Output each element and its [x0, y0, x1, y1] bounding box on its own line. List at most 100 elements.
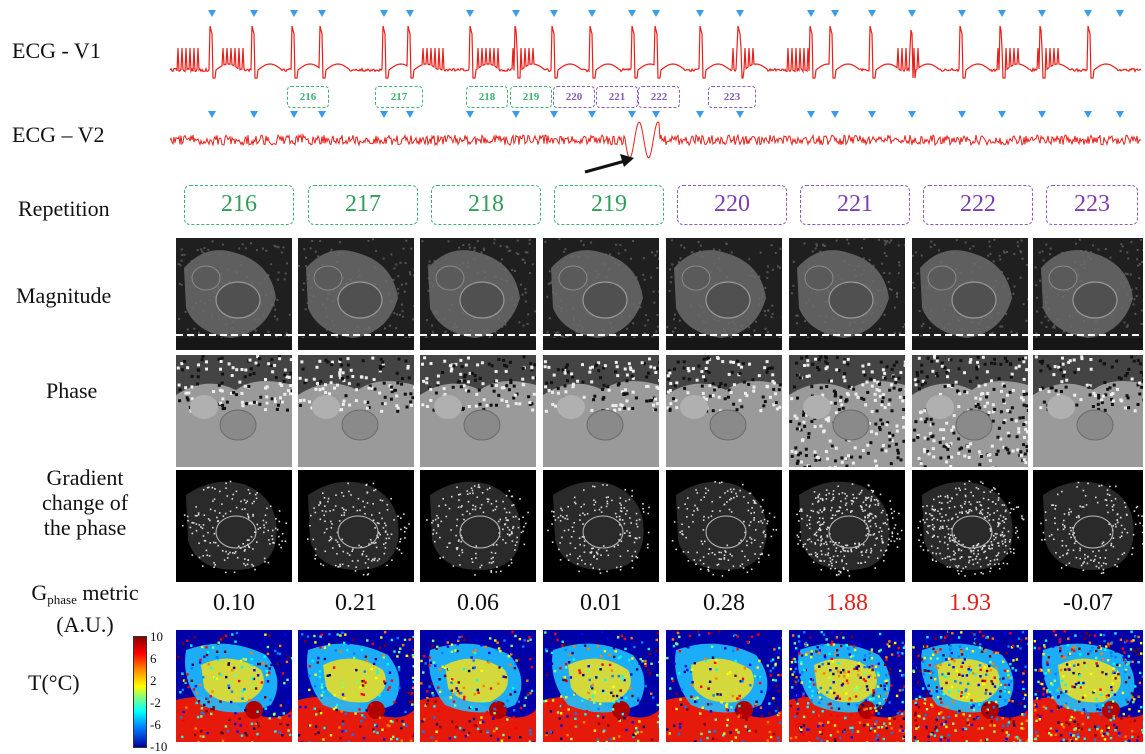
gphase-subscript: phase — [47, 592, 77, 607]
gphase-symbol: G — [31, 580, 48, 605]
repetition-box-219: 219 — [554, 185, 664, 225]
gphase-metric-word: metric — [76, 580, 139, 605]
trigger-marker-v2 — [652, 111, 660, 118]
repetition-box-218: 218 — [431, 185, 541, 225]
mag-image-221 — [789, 238, 905, 350]
repetition-box-223: 223 — [1046, 185, 1138, 225]
mag-image-217 — [298, 238, 414, 350]
temperature-label: T(°C) — [28, 670, 80, 695]
ecg-repetition-box-221: 221 — [596, 86, 638, 108]
phase-image-221 — [789, 355, 905, 467]
trigger-marker-v2 — [628, 111, 636, 118]
mag-image-220 — [666, 238, 782, 350]
temperature-colorbar — [133, 636, 147, 748]
trigger-marker-v2 — [736, 111, 744, 118]
gradient-label-line1: Gradient — [46, 465, 124, 490]
trigger-marker-v1 — [1038, 10, 1046, 17]
trigger-marker-v2 — [406, 111, 414, 118]
mag-image-216 — [176, 238, 292, 350]
trigger-marker-v1 — [628, 10, 636, 17]
colorbar-tick-label: -2 — [150, 695, 161, 710]
trigger-marker-v2 — [998, 111, 1006, 118]
temp-image-220 — [666, 630, 782, 742]
trigger-marker-v2 — [250, 111, 258, 118]
gphase-value-218: 0.06 — [457, 590, 499, 616]
ecg-repetition-box-223: 223 — [708, 86, 756, 108]
temp-image-219 — [543, 630, 659, 742]
trigger-marker-v2 — [588, 111, 596, 118]
trigger-marker-v2 — [550, 111, 558, 118]
phase-image-223 — [1033, 355, 1143, 467]
arrow-annotation — [584, 154, 634, 174]
gphase-value-223: -0.07 — [1063, 590, 1113, 616]
trigger-marker-v1 — [736, 10, 744, 17]
ecg-v2-trace — [170, 111, 1142, 159]
trigger-marker-v2 — [512, 111, 520, 118]
trigger-marker-v2 — [290, 111, 298, 118]
grad-image-223 — [1033, 470, 1143, 582]
trigger-marker-v2 — [807, 111, 815, 118]
trigger-marker-v1 — [466, 10, 474, 17]
ecg-repetition-box-219: 219 — [510, 86, 552, 108]
trigger-marker-v1 — [380, 10, 388, 17]
phase-image-222 — [912, 355, 1028, 467]
temp-image-218 — [420, 630, 536, 742]
phase-label: Phase — [46, 378, 98, 403]
ecg-v2-label: ECG – V2 — [12, 122, 105, 147]
gphase-value-217: 0.21 — [335, 590, 377, 616]
repetition-box-216: 216 — [184, 185, 294, 225]
grad-image-222 — [912, 470, 1028, 582]
trigger-marker-v1 — [208, 10, 216, 17]
trigger-marker-v1 — [807, 10, 815, 17]
grad-image-219 — [543, 470, 659, 582]
grad-image-221 — [789, 470, 905, 582]
gradient-label-line2: change of — [41, 490, 129, 515]
phase-image-219 — [543, 355, 659, 467]
trigger-marker-v2 — [958, 111, 966, 118]
trigger-marker-v2 — [868, 111, 876, 118]
gphase-value-216: 0.10 — [213, 590, 255, 616]
ecg-repetition-box-220: 220 — [553, 86, 595, 108]
ecg-repetition-box-222: 222 — [638, 86, 680, 108]
grad-image-218 — [420, 470, 536, 582]
trigger-marker-v1 — [831, 10, 839, 17]
repetition-box-222: 222 — [923, 185, 1033, 225]
grad-image-217 — [298, 470, 414, 582]
mag-image-219 — [543, 238, 659, 350]
trigger-marker-v1 — [652, 10, 660, 17]
ecg-repetition-box-216: 216 — [287, 86, 329, 108]
trigger-marker-v1 — [512, 10, 520, 17]
phase-image-216 — [176, 355, 292, 467]
trigger-marker-v2 — [696, 111, 704, 118]
trigger-marker-v2 — [1038, 111, 1046, 118]
trigger-marker-v1 — [868, 10, 876, 17]
repetition-box-217: 217 — [308, 185, 418, 225]
magnitude-label: Magnitude — [16, 283, 112, 308]
gphase-value-221: 1.88 — [826, 590, 868, 616]
gphase-units: (A.U.) — [56, 612, 114, 637]
trigger-marker-v1 — [958, 10, 966, 17]
trigger-marker-v1 — [250, 10, 258, 17]
phase-image-220 — [666, 355, 782, 467]
ecg-v1-label: ECG - V1 — [12, 38, 101, 63]
trigger-marker-v1 — [696, 10, 704, 17]
colorbar-tick-label: 6 — [150, 651, 157, 666]
gphase-value-220: 0.28 — [703, 590, 745, 616]
mag-image-222 — [912, 238, 1028, 350]
colorbar-tick-label: 10 — [150, 629, 163, 644]
colorbar-tick-label: -6 — [150, 717, 161, 732]
repetition-box-220: 220 — [677, 185, 787, 225]
trigger-marker-v1 — [318, 10, 326, 17]
gphase-value-219: 0.01 — [580, 590, 622, 616]
phase-image-217 — [298, 355, 414, 467]
trigger-marker-v2 — [1084, 111, 1092, 118]
gphase-metric-label: Gphase metric (A.U.) — [10, 580, 160, 637]
temp-image-223 — [1033, 630, 1143, 742]
mag-image-223 — [1033, 238, 1143, 350]
trigger-marker-v1 — [908, 10, 916, 17]
trigger-marker-v1 — [998, 10, 1006, 17]
colorbar-tick-label: -10 — [150, 739, 168, 754]
temp-image-216 — [176, 630, 292, 742]
gphase-value-222: 1.93 — [949, 590, 991, 616]
trigger-marker-v2 — [208, 111, 216, 118]
